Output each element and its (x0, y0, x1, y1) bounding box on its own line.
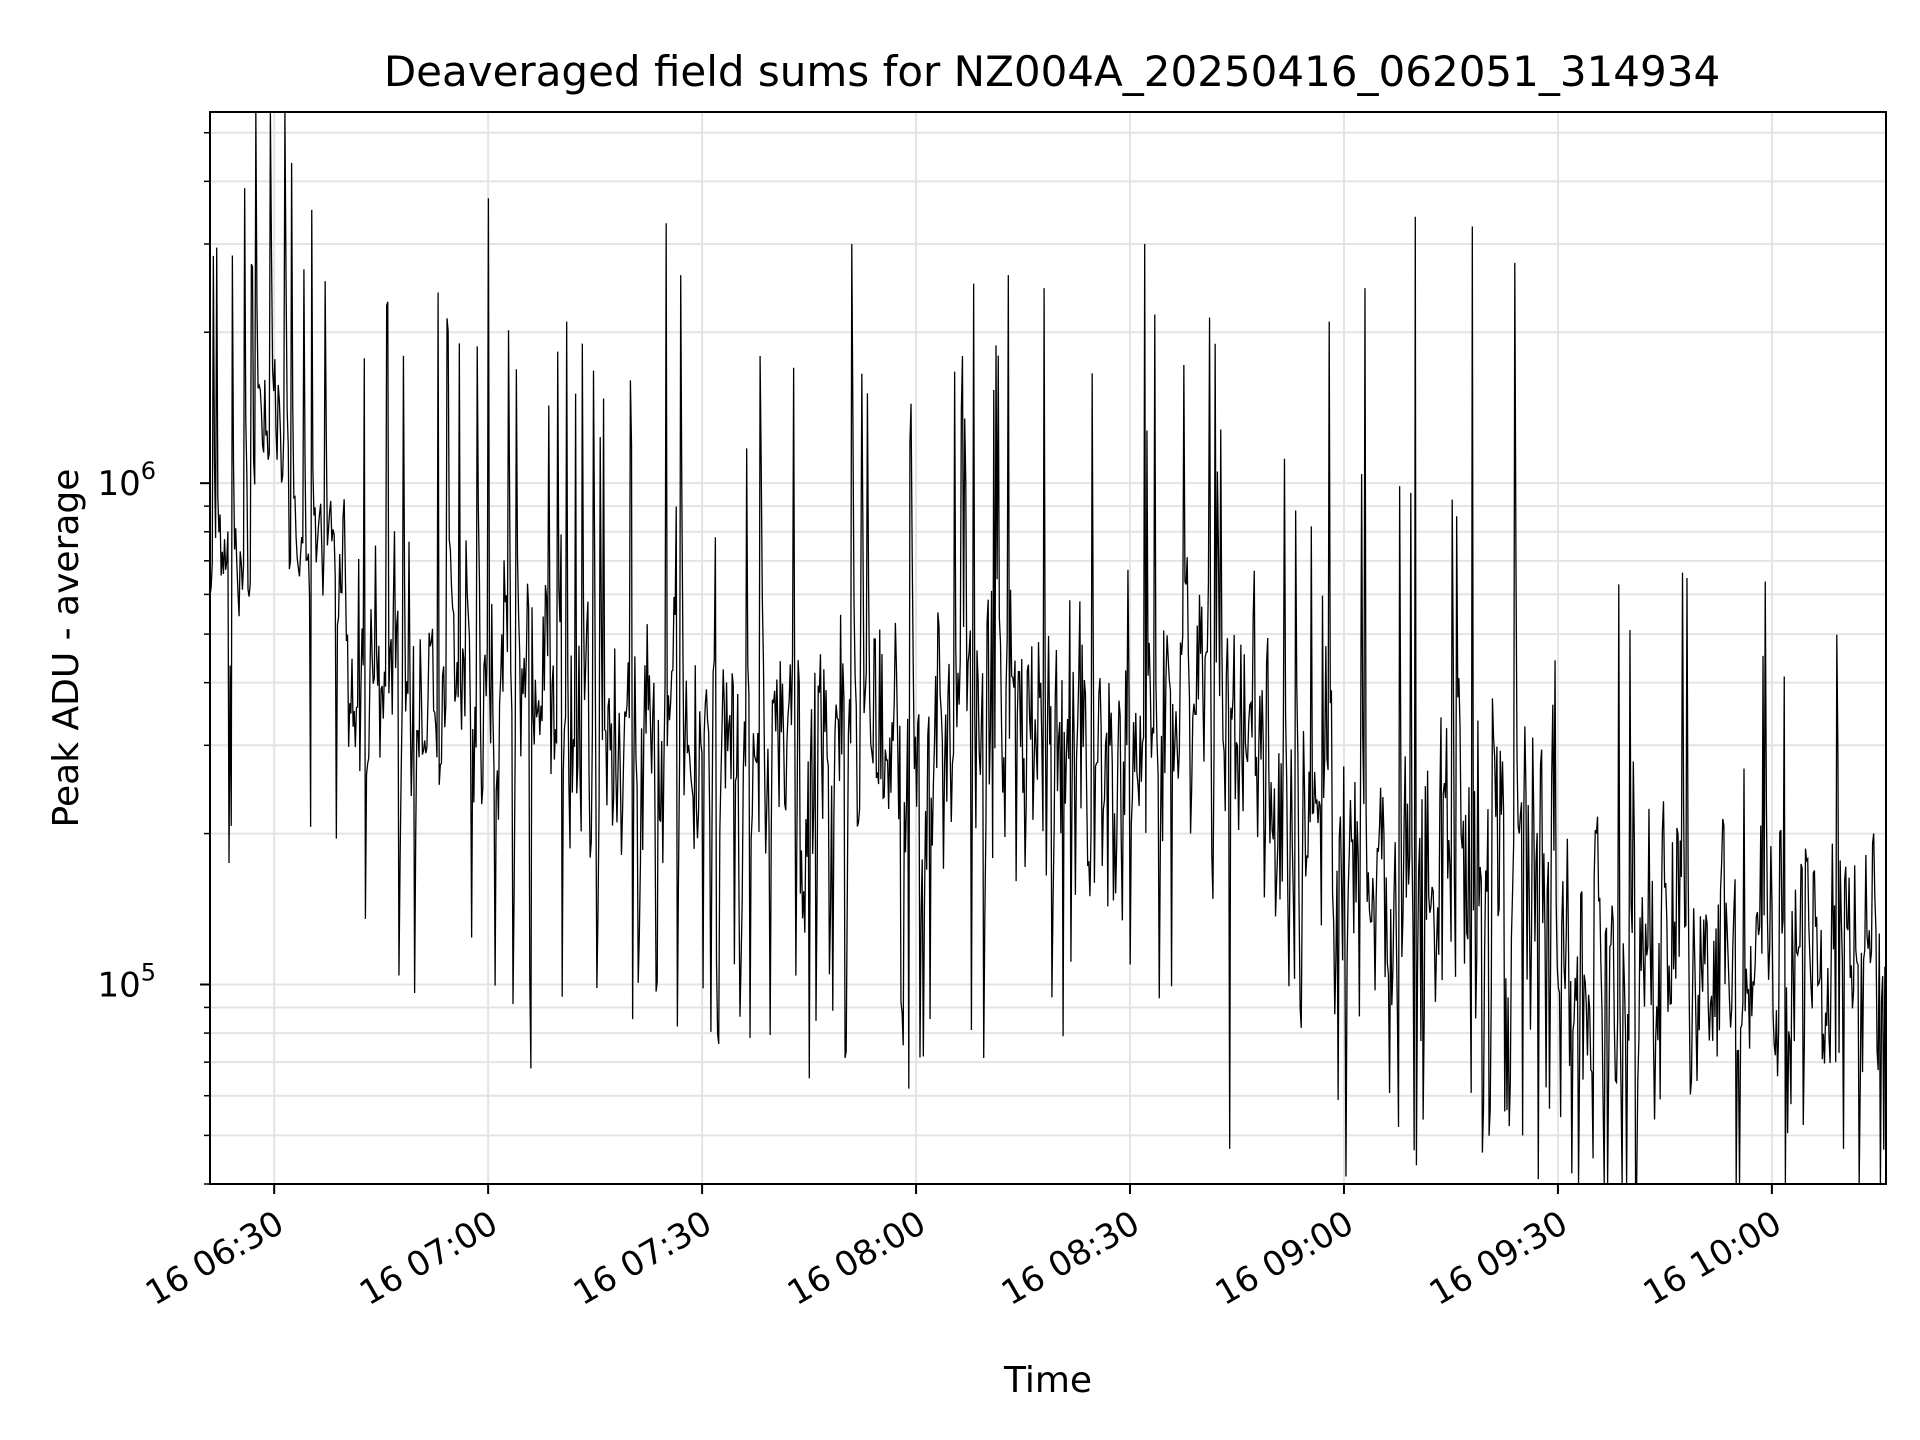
plot-frame (209, 111, 1887, 1185)
y-axis-label: Peak ADU - average (46, 469, 87, 828)
x-axis-label: Time (1003, 1360, 1092, 1401)
plot-area (209, 111, 1887, 1185)
chart-title: Deaveraged field sums for NZ004A_2025041… (384, 47, 1720, 96)
series-line (209, 111, 1887, 1185)
